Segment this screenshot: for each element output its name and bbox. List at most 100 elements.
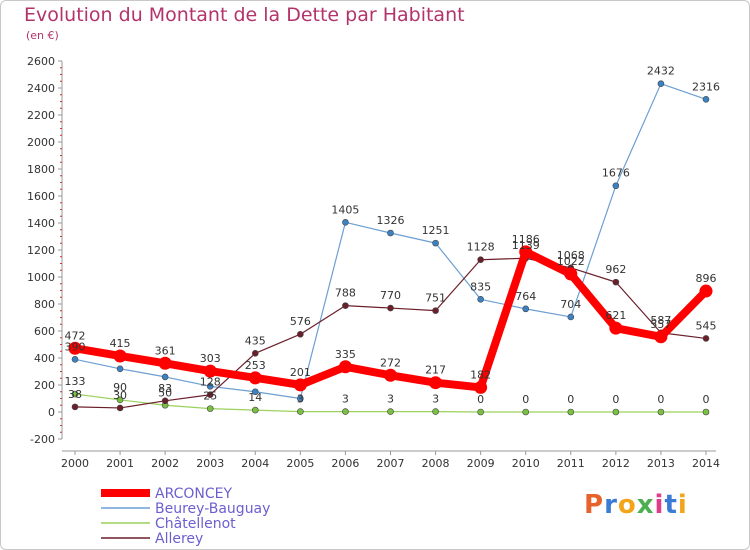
- x-tick-label: 2010: [512, 457, 540, 470]
- y-tick-label: 1600: [27, 190, 55, 203]
- data-point: [477, 256, 484, 264]
- data-point: [71, 390, 79, 398]
- y-tick-label: 800: [34, 298, 55, 311]
- legend-label: Châtellenot: [155, 516, 236, 532]
- data-label: 1326: [377, 214, 405, 227]
- data-point: [657, 80, 665, 87]
- data-point: [702, 96, 710, 103]
- data-label: 361: [155, 344, 176, 357]
- data-point: [71, 356, 79, 363]
- data-label: 751: [425, 292, 446, 305]
- data-label: 90: [113, 381, 127, 394]
- data-label: 0: [567, 393, 574, 406]
- data-point: [477, 295, 484, 303]
- data-point: [342, 219, 349, 226]
- data-label: 133: [65, 375, 86, 388]
- data-label: 1676: [602, 167, 630, 180]
- data-label: 3: [342, 393, 349, 406]
- logo-letter: r: [604, 490, 618, 520]
- data-label: 1068: [557, 249, 585, 262]
- x-tick-label: 2002: [151, 457, 179, 470]
- data-label: 435: [245, 334, 266, 347]
- x-tick-label: 2001: [106, 457, 134, 470]
- x-tick-label: 2009: [467, 457, 495, 470]
- data-label: 1128: [467, 241, 495, 254]
- y-tick-label: 400: [34, 352, 55, 365]
- data-point: [293, 378, 307, 392]
- data-point: [387, 408, 394, 415]
- x-tick-label: 2008: [422, 457, 450, 470]
- data-point: [161, 397, 169, 405]
- y-tick-label: 200: [34, 379, 55, 392]
- data-point: [297, 408, 304, 415]
- data-label: 38: [68, 388, 82, 401]
- data-point: [251, 388, 259, 396]
- data-label: 2432: [647, 65, 675, 78]
- data-point: [251, 406, 259, 414]
- data-point: [522, 408, 530, 416]
- data-point: [71, 403, 79, 411]
- data-point: [297, 330, 304, 338]
- data-point: [567, 313, 575, 321]
- proxiti-logo: Proxiti: [584, 490, 688, 520]
- data-point: [432, 408, 439, 415]
- data-point: [702, 335, 710, 342]
- x-tick-label: 2013: [647, 457, 675, 470]
- y-tick-label: 2000: [27, 136, 55, 149]
- data-label: 0: [703, 393, 710, 406]
- data-point: [206, 383, 214, 390]
- legend-label: Beurey-Bauguay: [155, 501, 270, 517]
- data-label: 128: [200, 376, 221, 389]
- logo-letter: x: [636, 490, 655, 520]
- x-tick-label: 2000: [61, 457, 89, 470]
- data-point: [609, 321, 623, 335]
- data-point: [477, 408, 484, 416]
- data-label: 1186: [512, 233, 540, 246]
- data-label: 545: [696, 319, 717, 332]
- data-point: [387, 229, 394, 237]
- chart-title: Evolution du Montant de la Dette par Hab…: [24, 4, 465, 26]
- x-tick-label: 2003: [196, 457, 224, 470]
- data-label: 472: [65, 329, 86, 342]
- data-point: [522, 305, 530, 313]
- data-point: [116, 365, 124, 373]
- data-point: [702, 408, 710, 416]
- data-label: 14: [248, 391, 262, 404]
- data-label: 335: [335, 348, 356, 361]
- data-label: 3: [432, 393, 439, 406]
- legend-label: Allerey: [155, 531, 203, 547]
- data-label: 201: [290, 366, 311, 379]
- data-point: [564, 267, 578, 281]
- logo-letter: P: [584, 490, 605, 520]
- data-point: [519, 245, 533, 259]
- data-point: [387, 304, 394, 312]
- data-label: 25: [203, 390, 217, 403]
- data-point: [429, 376, 443, 390]
- data-point: [113, 349, 127, 363]
- data-label: 557: [650, 318, 671, 331]
- x-tick-label: 2006: [331, 457, 359, 470]
- data-label: 1405: [331, 203, 359, 216]
- data-label: 30: [113, 389, 127, 402]
- data-label: 1022: [557, 255, 585, 268]
- data-label: 415: [110, 337, 131, 350]
- y-tick-label: 2200: [27, 109, 55, 122]
- data-label: 303: [200, 352, 221, 365]
- x-tick-label: 2005: [286, 457, 314, 470]
- y-tick-label: 1000: [27, 271, 55, 284]
- data-point: [116, 404, 124, 412]
- data-point: [342, 302, 349, 309]
- x-tick-label: 2004: [241, 457, 269, 470]
- data-label: 1139: [512, 239, 540, 252]
- data-point: [206, 405, 214, 412]
- logo-letter: o: [617, 490, 637, 520]
- data-label: 587: [650, 314, 671, 327]
- x-tick-label: 2011: [557, 457, 585, 470]
- data-point: [432, 307, 439, 314]
- data-label: 0: [522, 393, 529, 406]
- data-point: [248, 371, 262, 385]
- data-label: 3: [387, 393, 394, 406]
- data-label: 253: [245, 359, 266, 372]
- data-label: 764: [515, 290, 536, 303]
